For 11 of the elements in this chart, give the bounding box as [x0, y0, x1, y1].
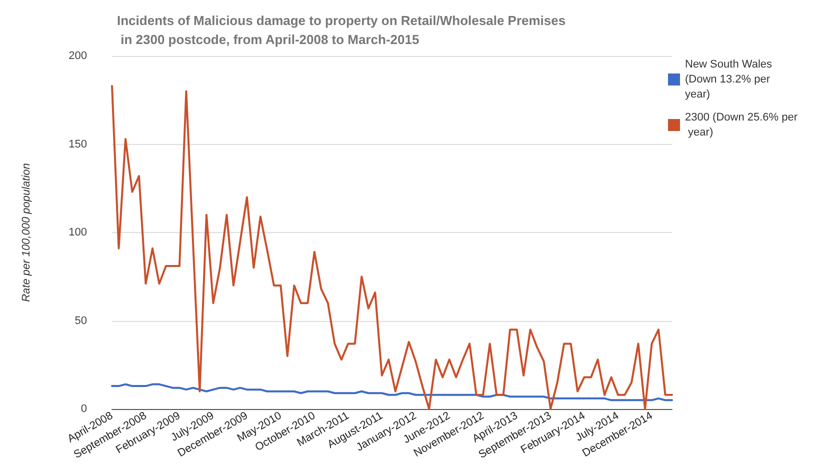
- legend-label: New South Wales (Down 13.2% per year): [685, 58, 776, 100]
- y-axis-title: Rate per 100,000 population: [20, 163, 32, 302]
- y-tick-label: 50: [74, 314, 87, 327]
- y-tick-label: 200: [68, 50, 87, 62]
- y-tick-label: 100: [68, 226, 87, 238]
- legend-label: 2300 (Down 25.6% per year): [685, 112, 798, 138]
- line-series: [111, 383, 673, 402]
- y-tick-label: 150: [68, 138, 87, 150]
- line-series: [111, 85, 673, 410]
- chart-title: Incidents of Malicious damage to property on Retail/Wholesale Premises in 2300 postcode, from April-2008 to March-2015: [117, 13, 566, 47]
- y-tick-label: 0: [80, 403, 87, 415]
